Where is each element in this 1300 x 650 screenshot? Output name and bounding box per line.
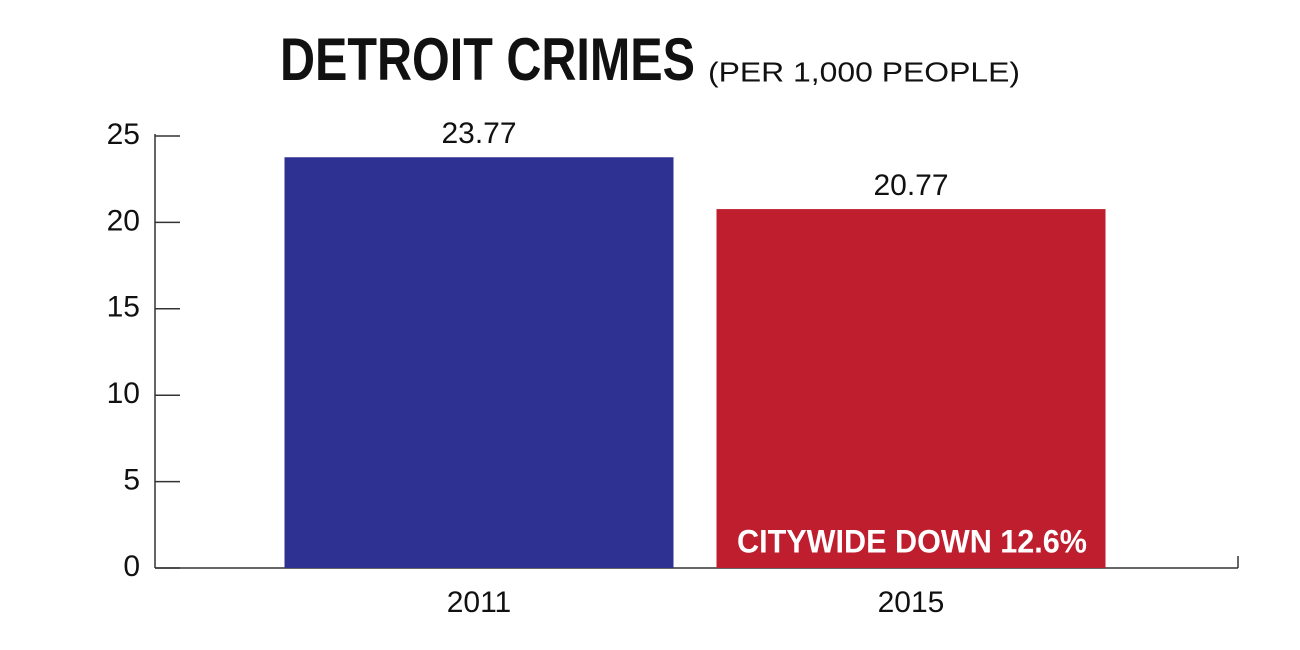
chart-title: DETROIT CRIMES xyxy=(280,26,695,93)
y-tick-label: 5 xyxy=(123,464,140,497)
y-tick-label: 0 xyxy=(123,550,140,583)
y-tick-label: 10 xyxy=(107,377,140,410)
x-tick-label: 2011 xyxy=(447,586,512,619)
chart-subtitle: (PER 1,000 PEOPLE) xyxy=(708,56,1020,87)
x-tick-label: 2015 xyxy=(878,586,945,619)
value-label: 23.77 xyxy=(441,117,516,150)
y-tick-label: 20 xyxy=(107,204,140,237)
y-tick-label: 25 xyxy=(107,118,140,151)
y-tick-label: 15 xyxy=(107,291,140,324)
bar xyxy=(716,209,1106,568)
value-label: 20.77 xyxy=(873,169,948,202)
annotation: CITYWIDE DOWN 12.6% xyxy=(737,523,1087,559)
bar xyxy=(284,157,674,568)
